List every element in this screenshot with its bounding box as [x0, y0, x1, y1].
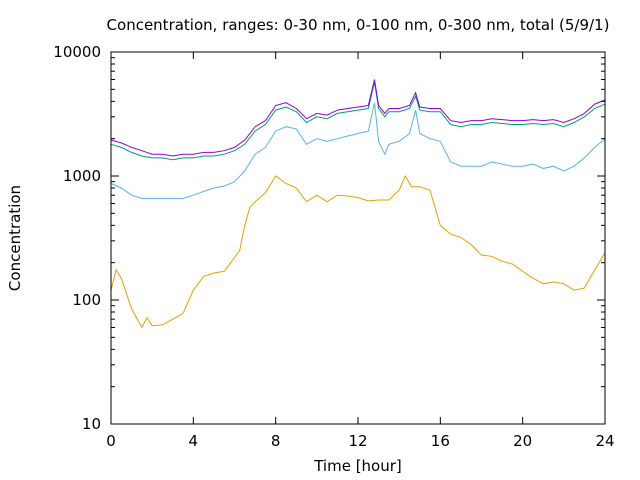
x-tick-label: 20 [513, 432, 532, 450]
x-tick-label: 8 [271, 432, 281, 450]
y-tick-label: 1000 [63, 167, 101, 185]
series-line-2 [110, 82, 606, 161]
axis-ticks: 0 4 8 12 16 20 24 10 100 1000 10000 [53, 43, 614, 450]
x-tick-label: 0 [106, 432, 116, 450]
y-tick-label: 10000 [53, 43, 101, 61]
x-tick-label: 16 [431, 432, 450, 450]
series-line-3 [110, 79, 606, 157]
y-tick-label: 10 [82, 415, 101, 433]
y-tick-label: 100 [72, 291, 101, 309]
x-axis-label: Time [hour] [313, 457, 402, 475]
series-lines [110, 79, 606, 329]
series-line-1 [110, 102, 606, 199]
y-axis-label: Concentration [6, 185, 24, 291]
chart-title: Concentration, ranges: 0-30 nm, 0-100 nm… [107, 16, 610, 34]
x-tick-label: 24 [595, 432, 614, 450]
plot-frame [110, 51, 606, 425]
x-tick-label: 4 [189, 432, 199, 450]
x-tick-label: 12 [348, 432, 367, 450]
series-line-0 [110, 174, 606, 329]
